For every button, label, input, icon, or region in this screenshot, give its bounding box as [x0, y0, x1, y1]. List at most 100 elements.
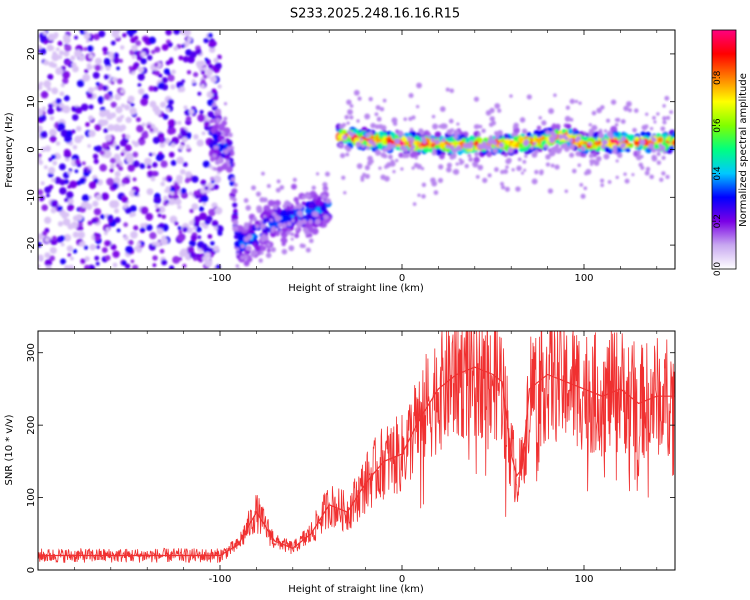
spectrogram-cell: [364, 113, 371, 120]
spectrogram-cell: [44, 259, 53, 267]
snr-y-tick-label: 100: [26, 488, 37, 507]
spectrogram-cell: [170, 191, 175, 196]
spectrogram-cell: [474, 151, 479, 157]
spectrogram-cell: [137, 88, 145, 95]
spectrogram-cell: [174, 198, 182, 206]
spectrogram-cell: [139, 163, 146, 169]
spectrogram-cell: [212, 102, 217, 107]
spectrogram-cell: [122, 32, 127, 38]
spectrogram-cell: [453, 134, 459, 140]
spectrogram-cell: [99, 110, 107, 118]
spectrogram-cell: [472, 161, 477, 166]
spectrogram-cell: [158, 137, 165, 144]
spectrogram-cell: [266, 248, 271, 253]
spectrogram-cell: [214, 62, 222, 70]
spectrogram-cell: [187, 246, 195, 254]
spectrogram-cell: [261, 285, 264, 288]
spectrogram-cell: [50, 199, 59, 208]
spectrogram-cell: [607, 130, 613, 136]
spectrogram-cell: [422, 140, 427, 144]
spectrogram-cell: [356, 163, 363, 169]
spectrogram-cell: [538, 148, 543, 153]
spectrogram-cell: [213, 245, 220, 252]
spectrogram-cell: [215, 108, 222, 115]
spectrogram-cell: [157, 132, 165, 139]
spectrogram-cell: [312, 193, 319, 200]
spectrogram-cell: [146, 164, 152, 169]
spectrogram-cell: [258, 258, 263, 263]
spectrogram-cell: [558, 135, 563, 140]
spectrogram-cell: [342, 134, 348, 141]
spectrogram-cell: [49, 115, 55, 121]
spectrogram-cell: [623, 172, 627, 176]
spectrogram-cell: [311, 185, 316, 191]
spectrogram-cell: [293, 215, 299, 221]
spectrogram-cell: [261, 171, 265, 176]
spectrogram-cell: [86, 92, 93, 99]
spectrogram-cell: [58, 55, 63, 60]
spectrogram-cell: [604, 146, 611, 153]
spectrogram-cell: [123, 222, 129, 228]
spectrogram-cell: [569, 117, 574, 122]
spectrogram-cell: [446, 166, 452, 173]
spectrogram-cell: [159, 248, 165, 254]
spectrogram-cell: [189, 208, 194, 214]
spectrogram-cell: [279, 230, 283, 234]
spectrogram-cell: [167, 42, 173, 48]
spectrogram-cell: [533, 129, 541, 137]
spectrogram-cell: [288, 271, 294, 277]
spectrogram-cell: [580, 146, 586, 152]
spectrogram-cell: [82, 73, 91, 82]
spectrogram-cell: [656, 151, 661, 156]
spectrogram-cell: [113, 52, 119, 59]
snr-y-tick-label: 200: [26, 416, 37, 435]
spectrogram-cell: [87, 45, 94, 52]
spectrogram-cell: [588, 123, 592, 127]
spectrogram-cell: [74, 159, 81, 165]
spectrogram-cell: [118, 165, 124, 172]
spectrogram-cell: [70, 55, 76, 61]
colorbar-tick-label: 0.6: [713, 118, 723, 133]
spectrogram-cell: [505, 158, 512, 165]
spectrogram-cell: [207, 182, 214, 189]
spectrogram-cell: [392, 170, 396, 174]
spectrogram-cell: [561, 129, 566, 134]
spectrogram-cell: [200, 179, 207, 186]
spectrogram-cell: [243, 198, 249, 203]
spectrogram-cell: [114, 145, 120, 150]
spectrogram-cell: [260, 223, 266, 229]
snr-x-tick-label: -100: [209, 574, 232, 585]
spectrogram-cell: [148, 36, 156, 45]
spectrogram-cell: [202, 74, 208, 80]
spectrogram-cell: [507, 147, 514, 154]
spectrogram-cell: [213, 175, 222, 184]
spectrogram-cell: [182, 55, 190, 63]
spectrogram-cell: [168, 151, 175, 158]
spectrogram-cell: [221, 139, 226, 144]
spectrogram-cell: [446, 162, 452, 168]
spectrogram-cell: [414, 156, 418, 160]
spectrogram-cell: [89, 243, 96, 251]
spectrogram-cell: [223, 162, 228, 167]
spectrogram-cell: [45, 265, 52, 269]
spectrogram-cell: [151, 241, 156, 246]
spectrogram-cell: [116, 116, 123, 123]
spectrogram-cell: [494, 103, 501, 109]
spectrogram-cell: [136, 242, 142, 247]
spectrogram-cell: [360, 175, 365, 180]
spectrogram-cell: [181, 79, 185, 84]
spectrogram-cell: [249, 219, 253, 224]
spectrogram-cell: [94, 57, 102, 65]
spectrogram-cell: [38, 189, 44, 196]
spectrogram-cell: [598, 128, 603, 133]
spectrogram-cell: [232, 202, 238, 208]
spectrogram-cell: [200, 253, 205, 258]
snr-x-ticks: -100 0 100: [37, 331, 658, 585]
spectrogram-cell: [62, 77, 69, 85]
spectrogram-cell: [149, 100, 157, 108]
spectrogram-cell: [456, 122, 460, 126]
spectrogram-cell: [167, 98, 174, 106]
spectrogram-cell: [270, 246, 276, 253]
spectrogram-cell: [474, 140, 479, 145]
spectrogram-cell: [281, 222, 287, 229]
